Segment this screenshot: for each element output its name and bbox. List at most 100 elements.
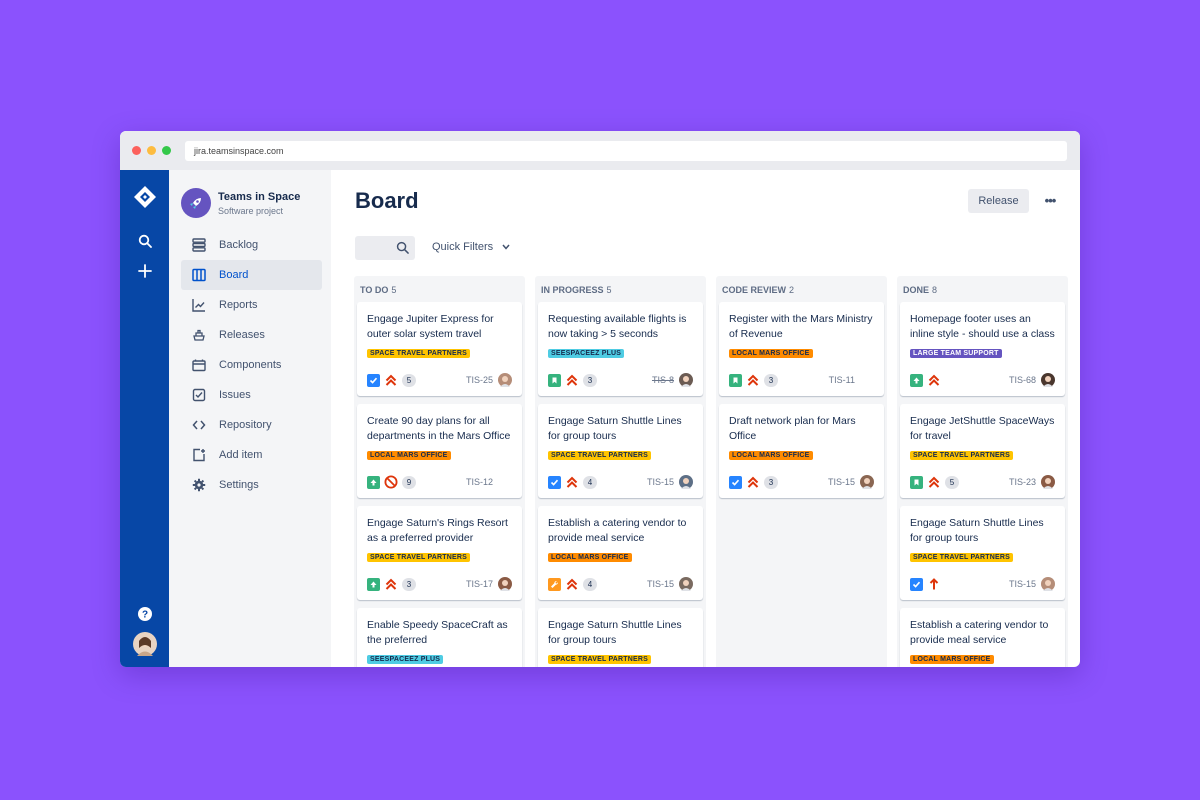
issue-key[interactable]: TIS-15 [1008,579,1036,589]
story-points-badge: 3 [764,373,778,387]
epic-label: SPACE TRAVEL PARTNERS [548,451,652,460]
sidebar-item-label: Releases [219,329,265,341]
improvement-icon [367,577,380,591]
issue-card[interactable]: Engage Jupiter Express for outer solar s… [357,302,522,396]
sidebar-item-reports[interactable]: Reports [181,290,322,320]
sidebar-item-settings[interactable]: Settings [181,470,322,500]
browser-window: jira.teamsinspace.com ? [120,131,1080,667]
assignee-avatar [1041,577,1055,591]
sidebar-item-repository[interactable]: Repository [181,410,322,440]
chevron-down-icon [502,244,510,250]
project-header[interactable]: Teams in Space Software project [181,188,322,218]
issue-card[interactable]: Create 90 day plans for all departments … [357,404,522,498]
column-name: CODE REVIEW [722,285,787,295]
rocket-icon [181,188,211,218]
issue-card[interactable]: Requesting available flights is now taki… [538,302,703,396]
issue-title: Draft network plan for Mars Office [729,415,856,442]
backlog-icon [191,237,207,253]
epic-label: LARGE TEAM SUPPORT [910,349,1002,358]
epic-label: SPACE TRAVEL PARTNERS [910,553,1014,562]
column-name: DONE [903,285,930,295]
issue-title: Homepage footer uses an inline style - s… [910,313,1055,340]
issue-title: Enable Speedy SpaceCraft as the preferre… [367,619,508,646]
issue-title: Requesting available flights is now taki… [548,313,687,340]
highest-priority-icon [565,475,579,489]
story-points-badge: 9 [402,475,416,489]
assignee-avatar [860,475,874,489]
components-icon [191,357,207,373]
issue-footer: 9 TIS-12 [367,474,512,490]
board-search-input[interactable] [355,236,415,260]
issue-key[interactable]: TIS-23 [1008,477,1036,487]
issue-card[interactable]: Establish a catering vendor to provide m… [538,506,703,600]
sidebar-item-components[interactable]: Components [181,350,322,380]
issue-card[interactable]: Engage Saturn Shuttle Lines for group to… [538,404,703,498]
highest-priority-icon [746,475,760,489]
issue-title: Engage JetShuttle SpaceWays for travel [910,415,1055,442]
issue-title: Engage Saturn Shuttle Lines for group to… [548,415,682,442]
issue-card[interactable]: Draft network plan for Mars Office LOCAL … [719,404,884,498]
board-icon [191,267,207,283]
issue-footer: 3 TIS-8 [548,372,693,388]
maximize-window-dot[interactable] [162,146,171,155]
assignee-avatar [498,373,512,387]
issue-card[interactable]: Register with the Mars Ministry of Reven… [719,302,884,396]
epic-label: LOCAL MARS OFFICE [367,451,451,460]
sidebar-item-releases[interactable]: Releases [181,320,322,350]
issue-key[interactable]: TIS-15 [646,579,674,589]
task-icon [367,373,380,387]
issue-footer: 5 TIS-23 [910,474,1055,490]
create-icon[interactable] [120,264,169,278]
column-count: 5 [391,285,397,295]
quick-filters-label: Quick Filters [432,241,494,253]
issue-title: Create 90 day plans for all departments … [367,415,511,442]
issue-card[interactable]: Establish a catering vendor to provide m… [900,608,1065,667]
release-button[interactable]: Release [968,189,1029,213]
task-icon [548,475,561,489]
issue-key[interactable]: TIS-8 [651,375,674,385]
help-icon[interactable]: ? [120,607,169,621]
sidebar-item-board[interactable]: Board [181,260,322,290]
story-icon [910,475,923,489]
issue-key[interactable]: TIS-11 [828,375,855,385]
sidebar-item-issues[interactable]: Issues [181,380,322,410]
issue-card[interactable]: Engage JetShuttle SpaceWays for travel SP… [900,404,1065,498]
sidebar-item-label: Add item [219,449,263,461]
sidebar-item-backlog[interactable]: Backlog [181,230,322,260]
quick-filters-dropdown[interactable]: Quick Filters [432,241,510,253]
issue-card[interactable]: Enable Speedy SpaceCraft as the preferre… [357,608,522,667]
assignee-avatar [1041,475,1055,489]
assignee-avatar [1041,373,1055,387]
assignee-avatar [679,373,693,387]
highest-priority-icon [384,577,398,591]
close-window-dot[interactable] [132,146,141,155]
search-icon[interactable] [120,234,169,248]
sidebar-item-add-item[interactable]: Add item [181,440,322,470]
task-icon [910,577,923,591]
minimize-window-dot[interactable] [147,146,156,155]
issue-title: Engage Jupiter Express for outer solar s… [367,313,494,340]
sidebar-item-label: Backlog [219,239,259,251]
issue-title: Establish a catering vendor to provide m… [548,517,687,544]
issue-title: Engage Saturn Shuttle Lines for group to… [910,517,1044,544]
jira-logo-icon[interactable] [120,186,169,208]
issue-key[interactable]: TIS-68 [1008,375,1036,385]
issue-key[interactable]: TIS-15 [646,477,674,487]
epic-label: SPACE TRAVEL PARTNERS [367,349,471,358]
issue-card[interactable]: Engage Saturn Shuttle Lines for group to… [538,608,703,667]
more-actions-icon[interactable]: ••• [1044,192,1057,208]
issue-card[interactable]: Engage Saturn Shuttle Lines for group to… [900,506,1065,600]
issue-key[interactable]: TIS-15 [827,477,855,487]
column-name: TO DO [360,285,389,295]
wrench-icon [548,577,561,591]
column-header: IN PROGRESS 5 [538,280,703,302]
user-avatar[interactable] [120,632,169,656]
issue-card[interactable]: Homepage footer uses an inline style - s… [900,302,1065,396]
issue-card[interactable]: Engage Saturn's Rings Resort as a prefer… [357,506,522,600]
issue-key[interactable]: TIS-17 [465,579,493,589]
settings-icon [191,477,207,493]
address-bar[interactable]: jira.teamsinspace.com [185,140,1067,161]
issue-key[interactable]: TIS-12 [465,477,493,487]
issue-key[interactable]: TIS-25 [465,375,493,385]
column-count: 2 [789,285,795,295]
